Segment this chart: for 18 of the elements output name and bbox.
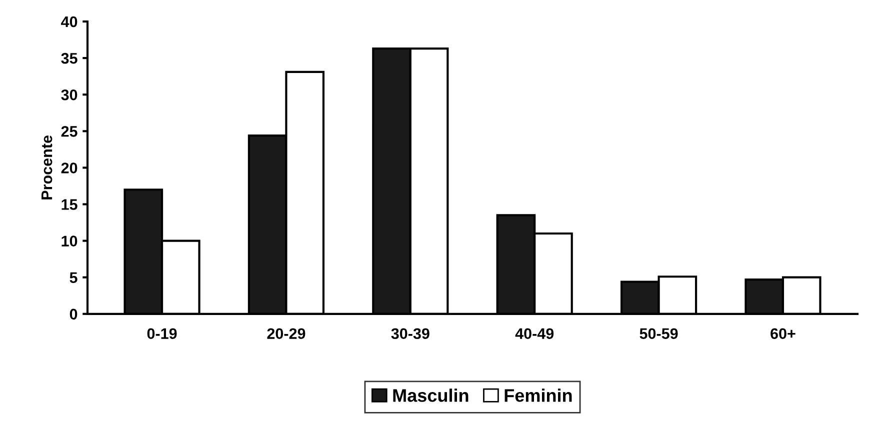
y-tick-label: 20 bbox=[61, 162, 78, 174]
x-tick-label: 50-59 bbox=[640, 328, 678, 340]
x-tick-label: 0-19 bbox=[147, 328, 177, 340]
y-axis-title: Procente bbox=[42, 136, 52, 200]
x-tick-label: 40-49 bbox=[515, 328, 554, 340]
y-tick-label: 10 bbox=[62, 236, 78, 246]
y-tick-label: 25 bbox=[61, 126, 78, 137]
y-tick-label: 40 bbox=[61, 16, 78, 28]
x-tick-label: 30-39 bbox=[391, 328, 430, 340]
y-tick-label: 35 bbox=[61, 52, 78, 64]
x-tick-label: 20-29 bbox=[267, 328, 306, 340]
y-tick-label: 0 bbox=[70, 308, 78, 320]
y-tick-label: 5 bbox=[70, 272, 78, 284]
legend-label: Feminin bbox=[504, 388, 572, 402]
y-tick-label: 30 bbox=[61, 89, 78, 100]
y-tick-label: 15 bbox=[62, 199, 78, 210]
x-tick-label: 60+ bbox=[770, 328, 796, 340]
legend-label: Masculin bbox=[393, 388, 468, 402]
